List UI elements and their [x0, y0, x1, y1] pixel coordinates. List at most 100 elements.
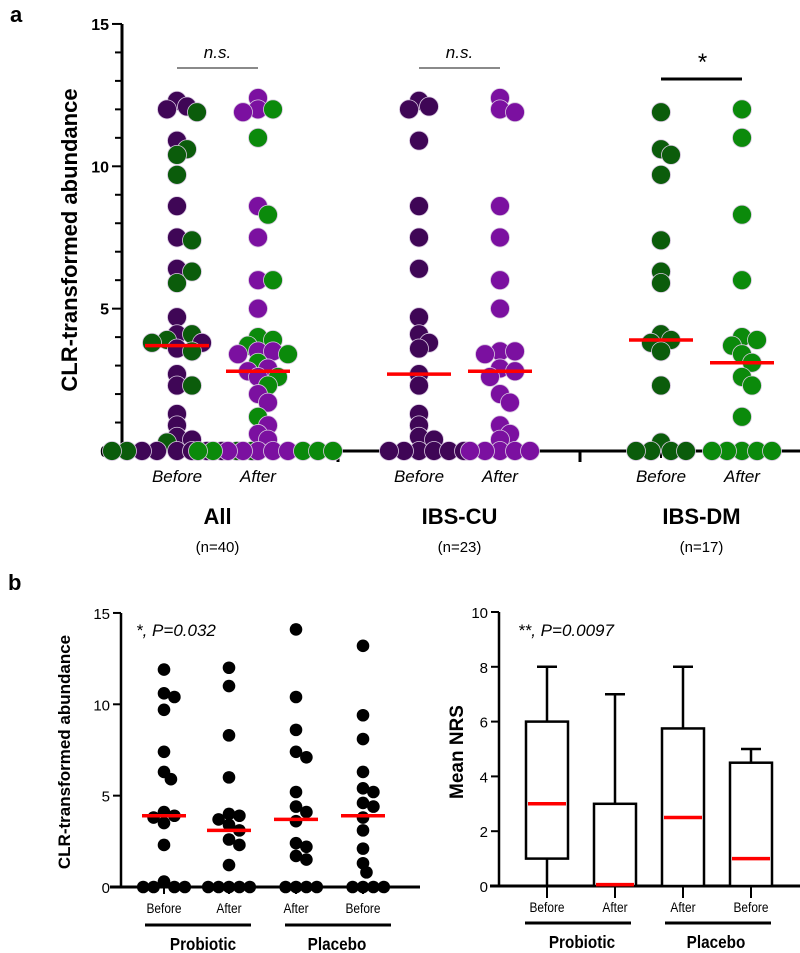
- data-point: [742, 375, 762, 396]
- data-point: [356, 708, 370, 722]
- data-point: [367, 785, 380, 799]
- y-tick-label-c: 8: [480, 660, 488, 677]
- data-point: [360, 866, 373, 879]
- y-tick-label-c: 2: [480, 824, 488, 841]
- y-tick-label-b: 15: [93, 606, 110, 623]
- y-tick-label-c: 6: [480, 715, 488, 732]
- data-point: [409, 307, 429, 328]
- x-category-label: Before: [152, 467, 202, 486]
- data-point: [222, 661, 236, 675]
- y-tick-label-b: 0: [102, 880, 110, 897]
- data-point: [164, 772, 178, 786]
- data-point: [157, 663, 171, 676]
- data-point: [228, 344, 248, 365]
- data-point: [520, 441, 540, 461]
- data-point: [222, 679, 236, 693]
- data-point: [258, 204, 278, 225]
- data-point: [732, 127, 752, 148]
- data-point: [356, 782, 370, 795]
- data-point: [762, 441, 782, 461]
- data-point: [289, 814, 303, 828]
- data-point: [356, 796, 370, 810]
- y-tick-label-b: 10: [93, 697, 110, 714]
- data-point: [475, 344, 495, 365]
- data-point: [367, 800, 380, 813]
- x-category-label: Before: [146, 900, 181, 916]
- data-point: [222, 833, 236, 846]
- data-point: [157, 99, 177, 120]
- group-label-placebo: Placebo: [687, 932, 746, 952]
- data-point: [147, 880, 160, 894]
- data-point: [356, 811, 370, 824]
- data-point: [289, 723, 303, 737]
- p-value-annotation: *, P=0.032: [136, 621, 216, 640]
- data-point: [651, 273, 671, 293]
- x-category-label: Before: [529, 899, 564, 915]
- box: [524, 720, 570, 860]
- data-point: [187, 102, 207, 123]
- x-category-label: After: [481, 467, 519, 486]
- data-point: [651, 375, 671, 396]
- data-point: [157, 745, 171, 759]
- x-category-label: After: [283, 900, 309, 916]
- data-point: [490, 227, 510, 248]
- data-point: [167, 307, 187, 328]
- data-point: [747, 330, 767, 350]
- data-point: [168, 880, 181, 894]
- data-point: [732, 270, 752, 291]
- data-point: [732, 204, 752, 225]
- data-point: [289, 800, 303, 813]
- data-point: [732, 99, 752, 120]
- y-axis-title-a: CLR-transformed abundance: [57, 88, 82, 391]
- data-point: [490, 270, 510, 291]
- data-point: [289, 849, 303, 863]
- data-point: [142, 332, 162, 353]
- data-point: [732, 406, 752, 427]
- data-point: [201, 880, 215, 894]
- significance-label: *: [697, 49, 707, 76]
- data-point: [500, 392, 520, 413]
- data-point: [409, 227, 429, 248]
- data-point: [167, 145, 187, 165]
- y-tick-label-a: 15: [91, 17, 109, 34]
- data-point: [651, 341, 671, 362]
- data-point: [651, 102, 671, 123]
- data-point: [279, 880, 292, 894]
- data-point: [289, 745, 303, 759]
- data-point: [626, 441, 646, 461]
- y-axis-title-c: Mean NRS: [447, 705, 468, 799]
- data-point: [409, 258, 429, 279]
- data-point: [356, 842, 370, 855]
- data-point: [222, 771, 236, 784]
- data-point: [243, 880, 257, 894]
- data-point: [409, 130, 429, 151]
- y-tick-label-a: 5: [100, 302, 109, 319]
- p-value-annotation: **, P=0.0097: [518, 621, 614, 640]
- data-point: [188, 441, 208, 461]
- data-point: [300, 880, 313, 894]
- data-point: [248, 127, 268, 148]
- data-point: [263, 99, 283, 120]
- data-point: [102, 441, 122, 461]
- y-tick-label-b: 5: [102, 789, 110, 806]
- data-point: [178, 880, 192, 894]
- data-point: [248, 298, 268, 319]
- data-point: [258, 392, 278, 413]
- data-point: [409, 338, 429, 359]
- x-category-label: Before: [636, 467, 686, 486]
- data-point: [182, 230, 202, 251]
- data-point: [168, 690, 181, 704]
- significance-label: n.s.: [204, 43, 231, 62]
- x-category-label: After: [670, 899, 696, 915]
- data-point: [157, 703, 171, 717]
- data-point: [409, 196, 429, 217]
- data-point: [157, 687, 171, 700]
- y-tick-label-c: 10: [471, 605, 488, 622]
- box: [660, 727, 706, 888]
- data-point: [702, 441, 722, 461]
- data-point: [399, 99, 419, 120]
- data-point: [263, 270, 283, 291]
- data-point: [212, 880, 225, 894]
- data-point: [505, 102, 525, 123]
- group-label-probiotic: Probiotic: [549, 932, 615, 952]
